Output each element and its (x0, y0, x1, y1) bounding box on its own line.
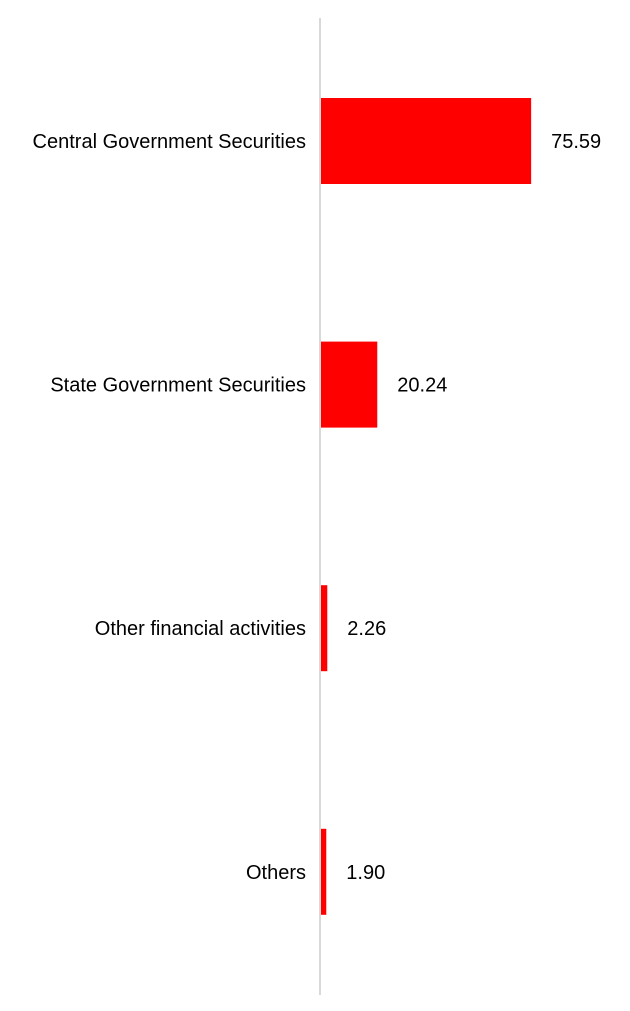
bar-central-government-securities (321, 98, 532, 184)
value-labels-group: 75.59 20.24 2.26 1.90 (346, 131, 601, 884)
category-label-other-financial-activities: Other financial activities (95, 618, 306, 640)
value-label-state-government-securities: 20.24 (397, 375, 447, 397)
bar-others (321, 828, 327, 915)
value-label-central-government-securities: 75.59 (551, 131, 601, 153)
category-label-state-government-securities: State Government Securities (50, 375, 306, 397)
category-label-others: Others (246, 862, 306, 884)
category-labels-group: Central Government Securities State Gover… (33, 131, 306, 884)
bar-other-financial-activities (321, 585, 328, 672)
value-label-other-financial-activities: 2.26 (347, 618, 386, 640)
category-label-central-government-securities: Central Government Securities (33, 131, 306, 153)
bars-group (321, 98, 532, 915)
value-label-others: 1.90 (346, 862, 385, 884)
bar-state-government-securities (321, 341, 378, 428)
